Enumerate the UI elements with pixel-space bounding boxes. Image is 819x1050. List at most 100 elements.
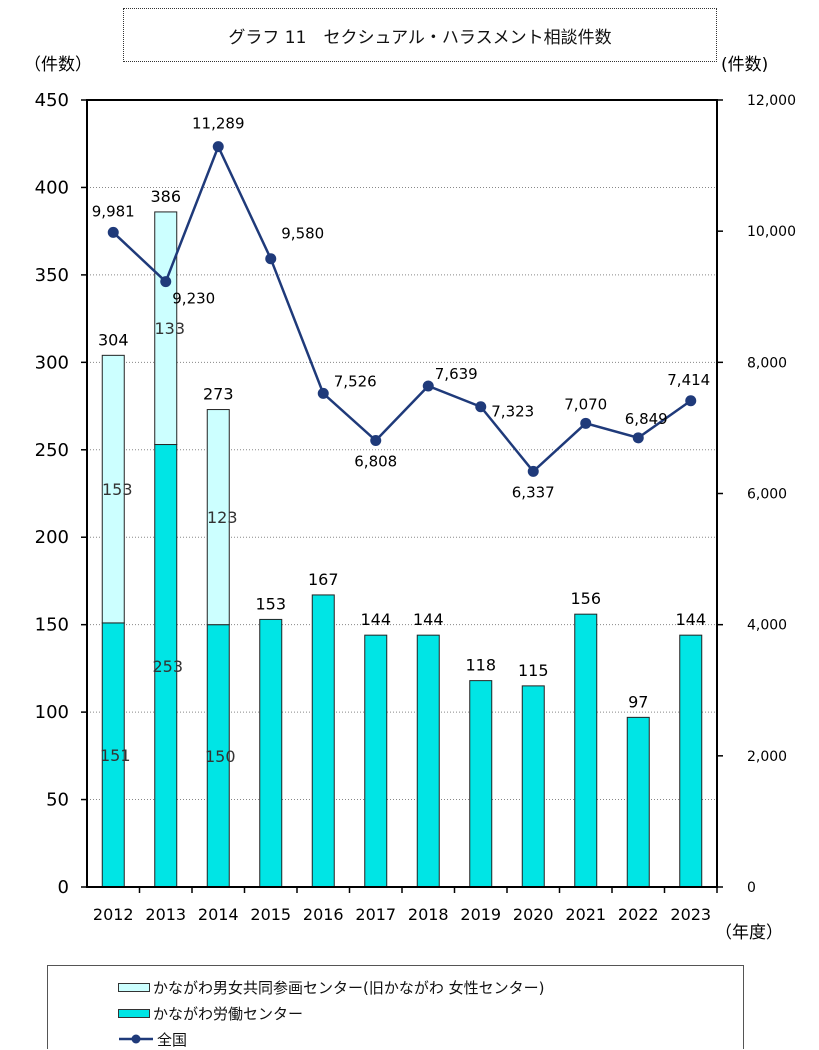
x-tick-label: 2018 <box>408 905 449 924</box>
left-tick-label: 150 <box>35 615 69 636</box>
legend-swatch-labor-center <box>118 1008 150 1018</box>
bar-label-labor-center: 167 <box>308 570 339 589</box>
x-unit-label: （年度） <box>715 923 783 943</box>
legend-label-women-center: かながわ男女共同参画センター(旧かながわ 女性センター) <box>153 978 545 997</box>
right-tick-label: 2,000 <box>747 749 787 765</box>
bar-label-labor-center: 97 <box>628 692 648 711</box>
point-national <box>422 380 434 392</box>
bar-labor-center <box>469 680 493 888</box>
left-tick-label: 250 <box>35 440 69 461</box>
line-label-national: 9,580 <box>281 225 324 243</box>
x-tick-label: 2022 <box>618 905 659 924</box>
x-tick-label: 2021 <box>565 905 606 924</box>
left-tick-label: 300 <box>35 352 69 373</box>
point-national <box>527 465 539 477</box>
legend-label-national: 全国 <box>157 1030 188 1049</box>
bar-labor-center <box>521 685 545 888</box>
x-tick-label: 2023 <box>670 905 711 924</box>
right-axis-label: (件数) <box>721 55 768 75</box>
x-tick-label: 2015 <box>250 905 291 924</box>
bar-labor-center <box>364 634 388 888</box>
bar-total-label: 273 <box>203 385 234 404</box>
point-national <box>160 276 172 288</box>
left-tick-label: 50 <box>46 790 69 811</box>
line-label-national: 6,808 <box>354 453 397 471</box>
plot-frame <box>86 99 718 888</box>
legend-item-labor-center: かながわ労働センター <box>118 1002 303 1024</box>
point-national <box>580 417 592 429</box>
line-label-national: 6,337 <box>512 483 555 501</box>
bar-label-women-center: 153 <box>102 480 133 499</box>
bar-label-labor-center: 153 <box>255 594 286 613</box>
line-label-national: 7,639 <box>435 365 478 383</box>
right-tick-label: 8,000 <box>747 355 787 371</box>
left-tick-label: 400 <box>35 177 69 198</box>
bar-labor-center <box>626 716 650 888</box>
line-national <box>112 143 692 474</box>
x-tick-label: 2020 <box>513 905 554 924</box>
x-tick-label: 2017 <box>355 905 396 924</box>
line-label-national: 9,981 <box>92 202 135 220</box>
point-national <box>685 395 697 407</box>
legend-swatch-national <box>119 1034 153 1044</box>
bar-women-center <box>206 409 230 626</box>
line-label-national: 7,526 <box>334 372 377 390</box>
bar-total-label: 304 <box>98 330 129 349</box>
right-tick-label: 0 <box>747 880 756 896</box>
left-tick-label: 200 <box>35 527 69 548</box>
bar-women-center <box>101 354 125 624</box>
line-label-national: 7,414 <box>667 371 710 389</box>
point-national <box>317 387 329 399</box>
legend: かながわ男女共同参画センター(旧かながわ 女性センター) かながわ労働センター … <box>47 965 744 1049</box>
bar-label-labor-center: 150 <box>205 747 236 766</box>
bar-label-labor-center: 115 <box>518 661 549 680</box>
bar-label-women-center: 123 <box>207 508 238 527</box>
bar-labor-center <box>679 634 703 888</box>
left-axis-label: （件数） <box>24 55 92 75</box>
line-label-national: 9,230 <box>172 290 215 308</box>
chart-title: グラフ 11 セクシュアル・ハラスメント相談件数 <box>228 27 612 48</box>
legend-item-women-center: かながわ男女共同参画センター(旧かながわ 女性センター) <box>118 976 544 998</box>
line-label-national: 11,289 <box>192 115 245 133</box>
legend-item-national: 全国 <box>118 1028 187 1050</box>
combo-chart: （件数） (件数) 0 50 100 150 200 250 300 350 400 450 0 2,… <box>24 55 796 943</box>
right-tick-label: 10,000 <box>747 224 796 240</box>
bar-labor-center <box>416 634 440 888</box>
left-tick-label: 350 <box>35 265 69 286</box>
x-tick-label: 2019 <box>460 905 501 924</box>
bar-label-labor-center: 151 <box>100 746 131 765</box>
bar-label-labor-center: 156 <box>570 589 601 608</box>
bar-label-labor-center: 118 <box>465 656 496 675</box>
bar-label-labor-center: 144 <box>413 610 444 629</box>
point-national <box>212 141 224 153</box>
x-tick-label: 2016 <box>303 905 344 924</box>
right-tick-label: 12,000 <box>747 93 796 109</box>
x-tick-label: 2013 <box>145 905 186 924</box>
line-label-national: 6,849 <box>625 410 668 428</box>
point-national <box>107 226 119 238</box>
left-tick-label: 450 <box>35 90 69 111</box>
bar-labor-center <box>311 594 335 888</box>
point-national <box>370 435 382 447</box>
legend-label-labor-center: かながわ労働センター <box>153 1004 304 1023</box>
bar-label-women-center: 133 <box>154 319 185 338</box>
chart-title-box: グラフ 11 セクシュアル・ハラスメント相談件数 <box>123 8 717 62</box>
x-tick-label: 2014 <box>198 905 239 924</box>
bar-label-labor-center: 144 <box>360 610 391 629</box>
x-tick-label: 2012 <box>93 905 134 924</box>
bar-label-labor-center: 144 <box>675 610 706 629</box>
right-tick-label: 6,000 <box>747 487 787 503</box>
bar-total-label: 386 <box>150 187 181 206</box>
left-tick-label: 0 <box>58 877 69 898</box>
bar-labor-center <box>574 613 598 888</box>
line-label-national: 7,323 <box>491 403 534 421</box>
point-national <box>632 432 644 444</box>
point-national <box>265 253 277 265</box>
right-tick-label: 4,000 <box>747 618 787 634</box>
point-national <box>475 401 487 413</box>
legend-swatch-women-center <box>118 982 150 992</box>
bar-label-labor-center: 253 <box>152 657 183 676</box>
bar-labor-center <box>259 618 283 888</box>
line-label-national: 7,070 <box>564 395 607 413</box>
left-tick-label: 100 <box>35 702 69 723</box>
